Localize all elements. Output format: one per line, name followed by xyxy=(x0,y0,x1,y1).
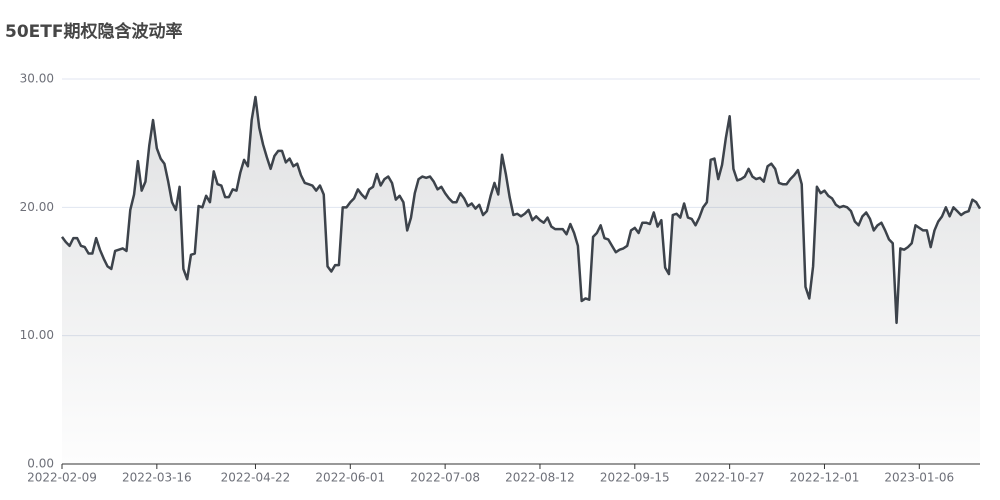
x-tick-label: 2022-10-27 xyxy=(695,471,765,485)
y-tick-label: 30.00 xyxy=(20,72,54,86)
y-tick-label: 0.00 xyxy=(27,457,54,471)
x-tick-label: 2023-01-06 xyxy=(884,471,954,485)
x-tick-label: 2022-03-16 xyxy=(122,471,192,485)
line xyxy=(60,95,982,325)
y-tick-label: 20.00 xyxy=(20,200,54,214)
area xyxy=(62,96,980,464)
y-tick-label: 10.00 xyxy=(20,328,54,342)
chart-title: 50ETF期权隐含波动率 xyxy=(5,21,182,42)
x-tick-label: 2022-07-08 xyxy=(410,471,480,485)
x-tick-label: 2022-02-09 xyxy=(27,471,97,485)
x-tick-label: 2022-04-22 xyxy=(221,471,291,485)
x-tick-label: 2022-06-01 xyxy=(315,471,385,485)
x-tick-label: 2022-08-12 xyxy=(505,471,575,485)
x-tick-label: 2022-09-15 xyxy=(600,471,670,485)
x-tick-label: 2022-12-01 xyxy=(790,471,860,485)
